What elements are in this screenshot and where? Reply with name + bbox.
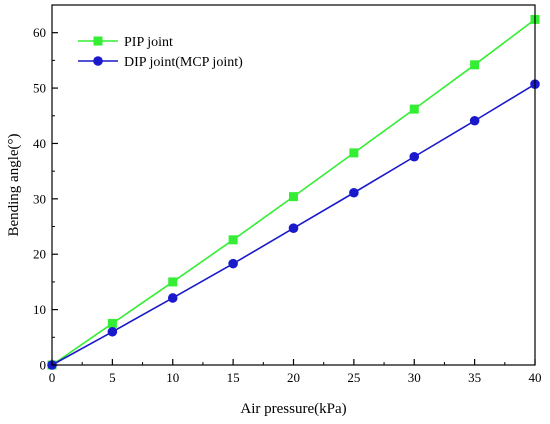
x-tick-label: 25	[347, 370, 360, 385]
data-point-1-2	[168, 277, 178, 287]
data-point-1-6	[409, 104, 419, 114]
x-tick-label: 10	[166, 370, 179, 385]
y-tick-label: 0	[40, 358, 47, 373]
x-tick-label: 20	[287, 370, 300, 385]
y-tick-label: 60	[33, 25, 46, 40]
y-tick-label: 30	[33, 191, 46, 206]
data-point-2-6	[409, 151, 420, 162]
legend: PIP joint DIP joint(MCP joint)	[78, 35, 243, 70]
x-tick-label: 30	[408, 370, 421, 385]
y-tick-label: 50	[33, 81, 46, 96]
y-tick-label: 10	[33, 302, 46, 317]
y-tick-label: 20	[33, 247, 46, 262]
legend-marker-2	[93, 56, 103, 66]
data-point-1-4	[289, 192, 298, 202]
x-tick-label: 5	[109, 370, 116, 385]
plot-area	[47, 14, 540, 370]
data-point-1-5	[349, 148, 359, 158]
x-tick-label: 0	[49, 370, 56, 385]
x-axis-title: Air pressure(kPa)	[240, 401, 346, 417]
x-tick-label: 15	[227, 370, 240, 385]
data-point-2-1	[107, 326, 118, 337]
data-point-1-3	[228, 235, 238, 245]
data-point-2-3	[228, 258, 238, 269]
data-point-2-2	[167, 293, 178, 303]
legend-marker-1	[93, 36, 103, 46]
data-point-2-4	[288, 223, 299, 233]
data-point-2-7	[469, 115, 480, 126]
y-axis-title: Bending angle(°)	[6, 133, 22, 236]
y-tick-label: 40	[33, 136, 46, 151]
x-tick-label: 40	[529, 370, 542, 385]
x-tick-label: 35	[468, 370, 481, 385]
legend-label-1: PIP joint	[124, 35, 173, 50]
legend-label-2: DIP joint(MCP joint)	[124, 55, 243, 70]
data-point-1-1	[107, 318, 117, 328]
axes: 0 5 10 15 20 25 30 35 40 0 10 20 30 40 50 60	[33, 4, 542, 385]
data-point-1-7	[470, 60, 480, 70]
data-point-2-5	[349, 187, 359, 198]
